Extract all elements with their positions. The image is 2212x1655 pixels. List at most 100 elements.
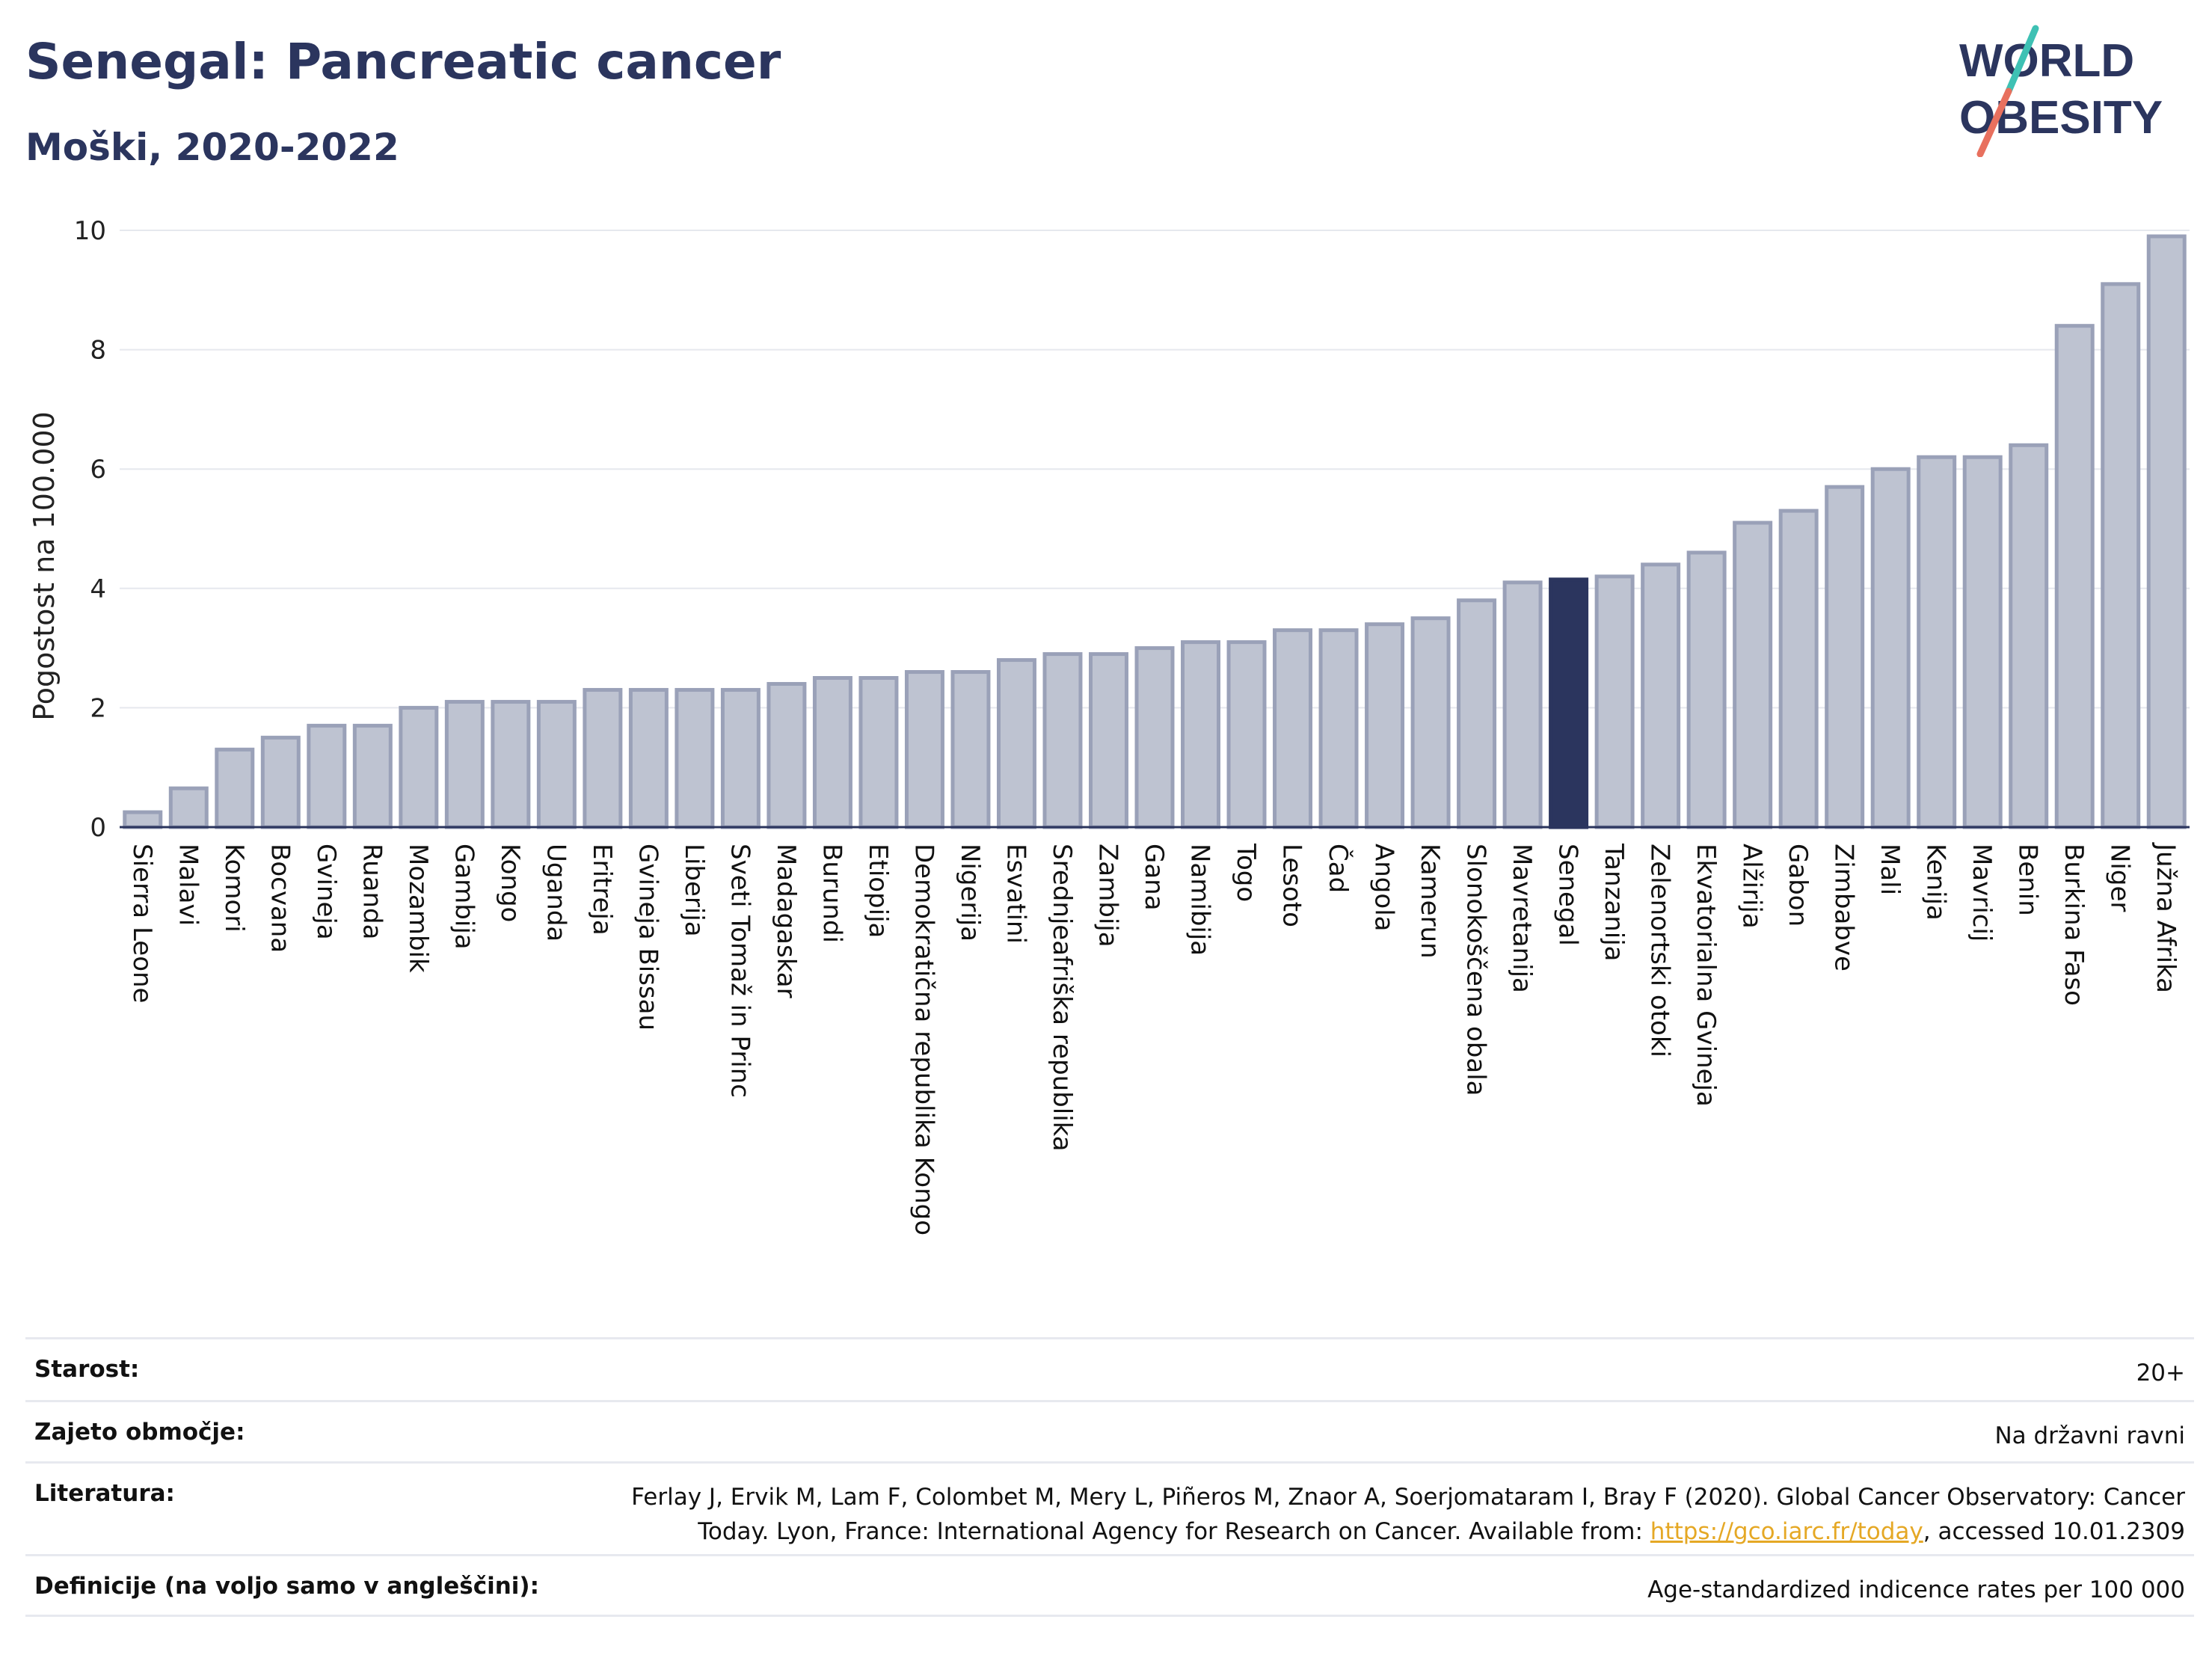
x-tick-label: Nigerija: [955, 844, 985, 942]
bar-9: [536, 699, 577, 829]
literature-link[interactable]: https://gco.iarc.fr/today: [1650, 1518, 1923, 1545]
x-tick-label: Komori: [219, 844, 249, 933]
bar-38: [1870, 467, 1911, 829]
bar-41: [2009, 443, 2049, 829]
literature-label: Literatura:: [34, 1480, 175, 1507]
x-tick-label: Lesoto: [1277, 844, 1307, 927]
bar-chart: 0 2 4 6 8 10 Pogostost na 100.000 Sierra Leone M…: [28, 216, 2190, 1235]
bar-39: [1917, 455, 1957, 829]
x-tick-label: Esvatini: [1001, 844, 1030, 944]
bar-7: [444, 699, 485, 829]
info-row-literature: Literatura: Ferlay J, Ervik M, Lam F, Co…: [25, 1461, 2194, 1554]
literature-value: Ferlay J, Ervik M, Lam F, Colombet M, Me…: [631, 1480, 2185, 1549]
bar-22: [1134, 646, 1175, 829]
x-tick-label: Malavi: [173, 844, 203, 926]
bar-20: [1042, 652, 1083, 829]
x-tick-label: Gambija: [449, 844, 479, 950]
x-tick-label: Alžirija: [1737, 844, 1767, 929]
x-tick-label: Slonokoščena obala: [1461, 844, 1491, 1096]
page-subtitle: Moški, 2020-2022: [25, 126, 399, 169]
bar-28: [1410, 616, 1451, 829]
bar-29: [1457, 598, 1497, 829]
logo-word-1: WORLD: [1959, 35, 2134, 87]
x-tick-label: Mavricij: [1967, 844, 1997, 942]
literature-line-2: Today. Lyon, France: International Agenc…: [631, 1514, 2185, 1549]
x-tick-label: Zambija: [1093, 844, 1122, 948]
x-tick-label: Liberija: [679, 844, 709, 937]
x-tick-label: Tanzanija: [1599, 843, 1629, 961]
y-tick-label: 2: [90, 693, 106, 723]
bar-16: [858, 676, 899, 829]
bar-17: [904, 670, 944, 829]
bar-40: [1962, 455, 2003, 829]
bar-21: [1088, 652, 1128, 829]
literature-line-2-text: Today. Lyon, France: International Agenc…: [698, 1518, 1650, 1545]
x-tick-label: Ekvatorialna Gvineja: [1691, 844, 1721, 1107]
bar-6: [399, 705, 439, 829]
x-tick-label: Mavretanija: [1507, 844, 1537, 993]
x-tick-label: Namibija: [1185, 844, 1215, 956]
x-tick-label: Benin: [2013, 844, 2043, 916]
x-tick-label: Zelenortski otoki: [1645, 844, 1675, 1057]
age-label: Starost:: [34, 1356, 140, 1383]
x-tick-label: Mali: [1875, 844, 1905, 895]
bar-26: [1318, 628, 1359, 829]
y-tick-label: 0: [90, 813, 106, 843]
bar-31: [1549, 577, 1589, 829]
logo-slash-teal: [2005, 25, 2039, 95]
bar-14: [766, 681, 807, 829]
bar-33: [1641, 562, 1681, 829]
info-table: Starost: 20+ Zajeto območje: Na državni …: [25, 1337, 2194, 1617]
x-tick-label: Uganda: [541, 844, 571, 942]
info-row-coverage: Zajeto območje: Na državni ravni: [25, 1400, 2194, 1461]
x-tick-label: Etiopija: [863, 844, 893, 938]
bar-19: [996, 658, 1036, 829]
x-tick-label: Togo: [1231, 843, 1261, 902]
bar-25: [1273, 628, 1313, 829]
x-tick-label: Kamerun: [1415, 844, 1445, 959]
x-tick-label: Gana: [1139, 844, 1169, 911]
bar-34: [1686, 550, 1727, 829]
bar-15: [812, 676, 852, 829]
bar-13: [720, 687, 761, 829]
bar-0: [123, 810, 163, 829]
bar-12: [675, 687, 715, 829]
x-tick-label: Sierra Leone: [127, 844, 157, 1003]
y-tick-label: 10: [74, 216, 106, 246]
y-tick-label: 8: [90, 336, 106, 366]
x-tick-label: Angola: [1369, 844, 1399, 931]
info-row-definitions: Definicije (na voljo samo v angleščini):…: [25, 1554, 2194, 1617]
bar-4: [307, 723, 347, 829]
bar-11: [628, 687, 669, 829]
x-tick-label: Gabon: [1783, 844, 1813, 927]
x-tick-label: Demokratična republika Kongo: [909, 844, 938, 1235]
x-tick-label: Bocvana: [265, 844, 295, 953]
literature-line-1: Ferlay J, Ervik M, Lam F, Colombet M, Me…: [631, 1484, 2185, 1511]
bar-37: [1825, 485, 1865, 829]
x-tick-label: Niger: [2105, 844, 2135, 912]
bar-24: [1226, 640, 1267, 829]
bar-44: [2146, 234, 2187, 829]
literature-line-2-end: , accessed 10.01.2309: [1923, 1518, 2185, 1545]
definitions-value: Age-standardized indicence rates per 100…: [1647, 1576, 2185, 1603]
age-value: 20+: [2136, 1360, 2185, 1387]
bar-8: [491, 699, 531, 829]
bar-30: [1502, 580, 1543, 829]
x-tick-label: Senegal: [1553, 844, 1583, 946]
x-tick-label: Čad: [1323, 844, 1354, 893]
world-obesity-logo: WORLD OBESITY: [1959, 25, 2163, 157]
bar-5: [352, 723, 393, 829]
x-tick-label: Južna Afrika: [2151, 842, 2181, 993]
x-tick-label: Ruanda: [357, 844, 387, 939]
bar-27: [1365, 622, 1405, 829]
x-tick-label: Sveti Tomaž in Princ: [725, 844, 755, 1098]
bar-42: [2054, 324, 2095, 829]
x-tick-label: Srednjeafriška republika: [1047, 844, 1077, 1152]
y-axis-title: Pogostost na 100.000: [28, 411, 61, 721]
x-tick-label: Burkina Faso: [2059, 844, 2089, 1006]
x-tick-label: Gvineja: [311, 844, 341, 940]
x-tick-label: Burundi: [817, 844, 847, 943]
x-tick-label: Gvineja Bissau: [633, 844, 663, 1031]
x-tick-label: Kenija: [1921, 844, 1951, 921]
coverage-value: Na državni ravni: [1994, 1422, 2185, 1449]
